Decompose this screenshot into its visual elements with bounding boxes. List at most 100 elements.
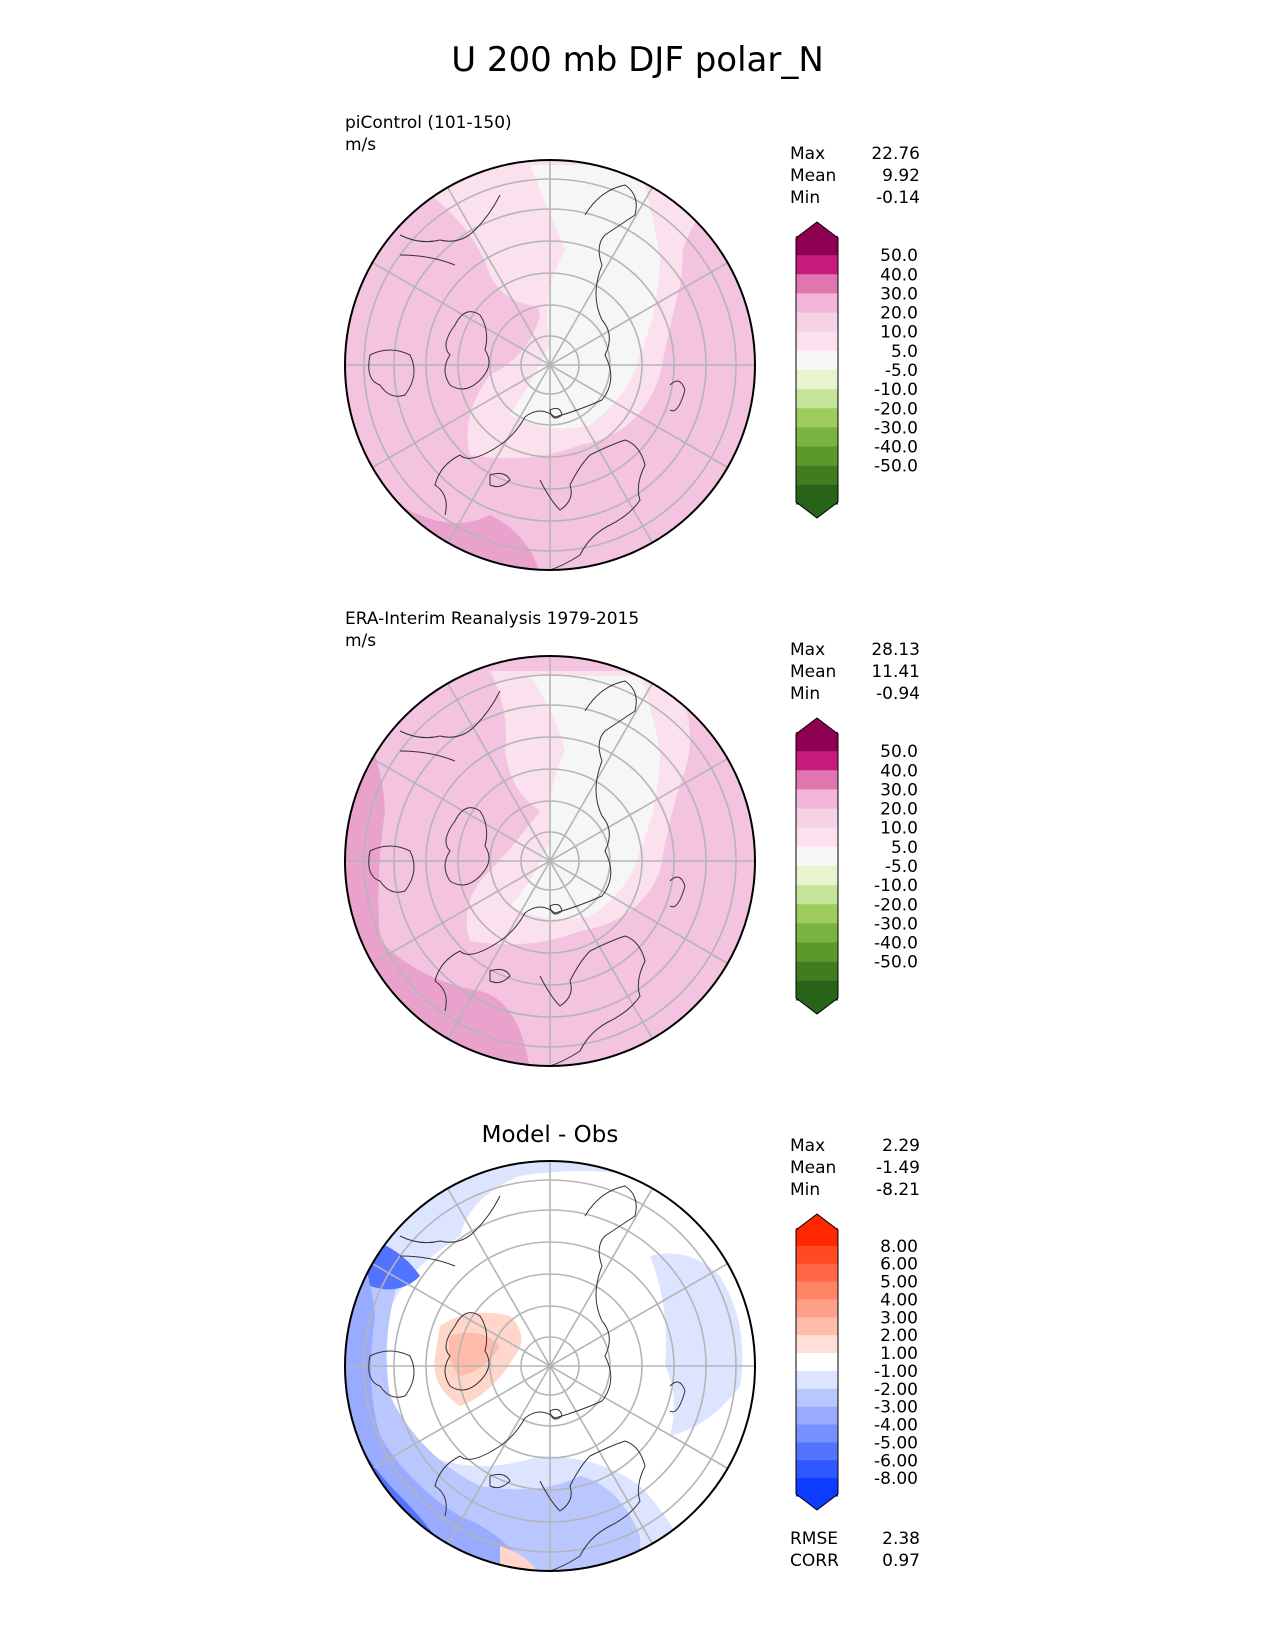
stat-value: -0.94 (876, 684, 920, 704)
colorbar-tick-label: -2.00 (874, 1380, 918, 1400)
coastlines (368, 680, 686, 1067)
colorbar-bin (796, 408, 838, 429)
colorbar: 50.040.030.020.010.05.0-5.0-10.0-20.0-30… (795, 717, 918, 1015)
colorbar: 8.006.005.004.003.002.001.00-1.00-2.00-3… (795, 1213, 918, 1511)
colorbar-bin (796, 1228, 838, 1247)
colorbar-tick-label: -5.0 (885, 361, 918, 381)
colorbar-bin (796, 789, 838, 810)
colorbar-bin (796, 293, 838, 314)
colorbar-tick-label: 6.00 (880, 1255, 918, 1275)
colorbar-tick-label: -10.0 (874, 380, 918, 400)
colorbar-tick-label: 30.0 (880, 780, 918, 800)
stat-value: -1.49 (876, 1158, 920, 1178)
stat-label: Min (790, 188, 821, 208)
stat-label: Max (790, 640, 826, 660)
colorbar-bin (796, 1281, 838, 1301)
colorbar-tick-label: -5.0 (885, 857, 918, 877)
colorbar-tick-label: -30.0 (874, 914, 918, 934)
polar-map (344, 159, 756, 571)
colorbar-tick-label: -3.00 (874, 1398, 918, 1418)
colorbar-bin (796, 1263, 838, 1283)
colorbar-bin (796, 1478, 838, 1497)
colorbar-bin (796, 484, 838, 505)
colorbar-tick-label: -10.0 (874, 876, 918, 896)
stat-label: Max (790, 144, 826, 164)
colorbar-tick-label: -50.0 (874, 457, 918, 477)
colorbar-extend-max (796, 1214, 838, 1230)
metric-value: 0.97 (882, 1551, 920, 1571)
colorbar-bin (796, 274, 838, 295)
colorbar-bin (796, 1388, 838, 1408)
stats-box: Max 2.29 Mean -1.49 Min -8.21 (790, 1135, 920, 1201)
coastlines (368, 184, 686, 571)
map-boundary (344, 1160, 756, 1572)
colorbar-outline (795, 221, 839, 519)
colorbar-bin (796, 370, 838, 390)
colorbar-tick-label: 20.0 (880, 800, 918, 820)
panel-units: m/s (345, 135, 377, 155)
colorbar-extend-max (796, 222, 838, 238)
colorbar-tick-label: 8.00 (880, 1237, 918, 1257)
colorbar-tick-label: 3.00 (880, 1308, 918, 1328)
field-blue-east (650, 1253, 743, 1436)
stat-label: Min (790, 1180, 821, 1200)
stat-value: 28.13 (871, 640, 920, 660)
metric-label: CORR (790, 1551, 839, 1571)
colorbar-extend-min (796, 998, 838, 1014)
colorbar: 50.040.030.020.010.05.0-5.0-10.0-20.0-30… (795, 221, 918, 519)
stat-label: Max (790, 1136, 826, 1156)
stat-value: -0.14 (876, 188, 920, 208)
colorbar-tick-label: -30.0 (874, 418, 918, 438)
colorbar-bin (796, 312, 838, 333)
colorbar-bin (796, 1245, 838, 1265)
colorbar-bin (796, 331, 838, 352)
colorbar-bin (796, 1370, 838, 1390)
colorbar-outline (795, 1213, 839, 1511)
colorbar-bin (796, 389, 838, 409)
graticule (345, 160, 755, 570)
stat-label: Mean (790, 166, 837, 186)
colorbar-bin (796, 846, 838, 867)
colorbar-tick-label: -5.00 (874, 1433, 918, 1453)
polar-map (344, 655, 756, 1067)
colorbar-bin (796, 808, 838, 829)
colorbar-bin (796, 980, 838, 1001)
stat-value: 9.92 (882, 166, 920, 186)
colorbar-bin (796, 350, 838, 371)
graticule (345, 656, 755, 1066)
colorbar-bin (796, 827, 838, 848)
panel-title-text: piControl (101-150) (345, 113, 512, 133)
map-boundary (344, 159, 756, 571)
metric-label: RMSE (790, 1529, 839, 1549)
map-boundary (344, 655, 756, 1067)
colorbar-bin (796, 942, 838, 963)
colorbar-bin (796, 1442, 838, 1461)
colorbar-tick-label: 5.0 (891, 342, 918, 362)
colorbar-tick-label: -6.00 (874, 1451, 918, 1471)
colorbar-tick-label: 5.0 (891, 838, 918, 858)
colorbar-tick-label: 40.0 (880, 265, 918, 285)
colorbar-bin (796, 1317, 838, 1336)
field-near-zero (510, 676, 660, 920)
metrics-box: RMSE 2.38 CORR 0.97 (790, 1528, 920, 1572)
colorbar-tick-label: 4.00 (880, 1290, 918, 1310)
colorbar-bin (796, 961, 838, 982)
colorbar-extend-min (796, 1494, 838, 1510)
colorbar-tick-label: 40.0 (880, 761, 918, 781)
stats-box: Max 22.76 Mean 9.92 Min -0.14 (790, 143, 920, 209)
colorbar-tick-label: 1.00 (880, 1344, 918, 1364)
colorbar-tick-label: 10.0 (880, 323, 918, 343)
stat-label: Mean (790, 662, 837, 682)
colorbar-tick-label: 2.00 (880, 1326, 918, 1346)
colorbar-bin (796, 885, 838, 905)
field-near-zero (510, 165, 660, 429)
colorbar-extend-max (796, 718, 838, 734)
graticule (345, 1161, 755, 1571)
colorbar-tick-label: -20.0 (874, 895, 918, 915)
colorbar-bin (796, 427, 838, 448)
colorbar-tick-label: 50.0 (880, 742, 918, 762)
panel-title-text: ERA-Interim Reanalysis 1979-2015 (345, 609, 640, 629)
colorbar-bin (796, 1335, 838, 1354)
figure-title: U 200 mb DJF polar_N (451, 40, 824, 80)
stat-label: Min (790, 684, 821, 704)
